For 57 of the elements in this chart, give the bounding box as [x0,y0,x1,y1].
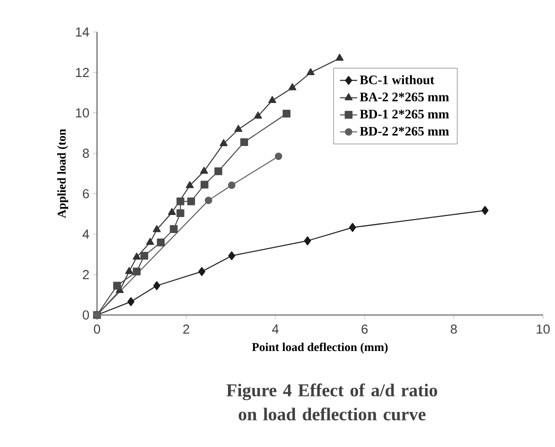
point [336,54,344,61]
point [113,282,121,290]
point [153,281,160,290]
point [288,83,296,90]
point [168,208,176,216]
point [282,110,290,118]
point [304,236,312,246]
point [156,238,165,246]
point [482,206,489,215]
text: Figure 4 Effect of a/d ratio on load deflection curve [226,384,438,420]
point [268,96,276,104]
x-tick-label: 4 [272,324,279,334]
point [176,197,184,206]
legend-label: BD-1 2*265 mm [360,110,449,118]
point [198,267,206,276]
point [125,267,134,274]
point [170,225,178,233]
point [146,238,154,245]
legend-label: BC-1 without [360,75,434,84]
point [234,124,242,132]
point [132,252,141,260]
y-tick-label: 6 [82,189,89,198]
x-tick-label: 8 [450,324,457,334]
point [140,252,148,260]
point [228,251,236,260]
y-tick-label: 2 [82,270,89,280]
point [220,139,228,146]
point [200,166,208,174]
y-tick-label: 10 [76,108,89,118]
legend-label: BA-2 2*265 mm [360,92,449,102]
point [200,180,208,189]
y-tick-label: 0 [82,310,89,320]
y-tick-label: 8 [82,148,89,158]
x-tick-label: 10 [536,324,550,334]
point [228,182,236,189]
point [187,197,196,206]
y-tick-label: 4 [82,230,90,239]
point [132,268,141,276]
point [176,209,184,218]
y-axis-title: Applied load (ton [57,129,68,218]
x-tick-label: 6 [362,324,368,334]
point [204,196,212,204]
point [306,68,315,76]
point [254,112,262,119]
point [152,225,161,232]
point [240,138,248,146]
point [127,297,134,306]
x-tick-label: 2 [183,324,190,334]
x-axis-title: Point load deflection (mm) [252,342,388,354]
y-tick-label: 12 [76,68,89,77]
legend-label: BD-2 2*265 mm [360,126,449,136]
point [214,167,222,176]
point [349,222,356,232]
point [186,181,194,188]
point [274,152,282,160]
x-tick-label: 0 [94,324,100,334]
y-tick-label: 14 [76,28,90,36]
